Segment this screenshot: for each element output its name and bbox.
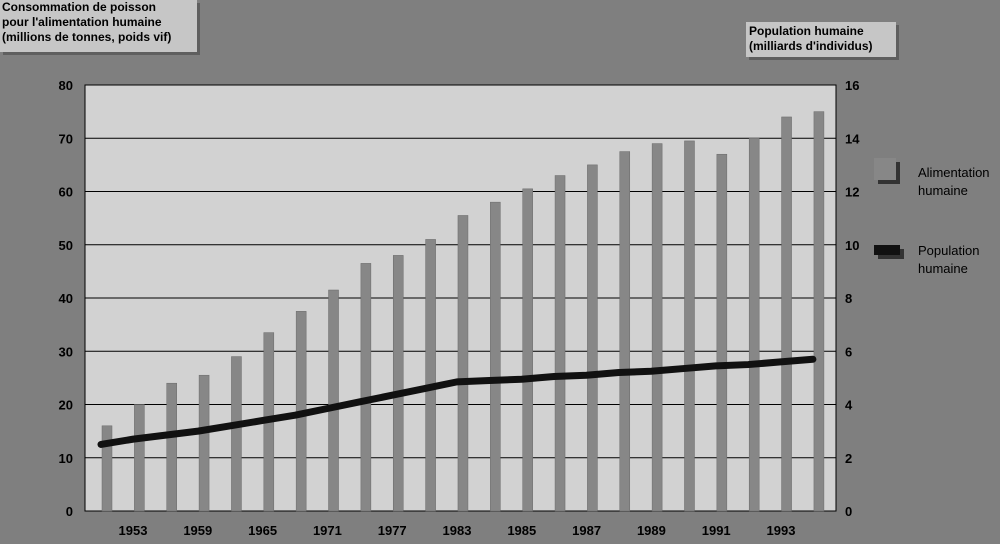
x-tick-label: 1987	[572, 523, 601, 538]
legend-line-label-line-1: Population	[918, 243, 979, 258]
legend-item-line: Population humaine	[874, 243, 979, 276]
left-tick-label: 20	[59, 398, 73, 413]
left-tick-label: 40	[59, 291, 73, 306]
left-tick-label: 10	[59, 451, 73, 466]
axis-ticks: 0 10 20 30 40 50 60 70 80 0 2 4 6 8 10 12 14 16 1953 1959 19…	[59, 78, 861, 538]
bar	[134, 404, 145, 512]
x-tick-label: 1993	[767, 523, 796, 538]
legend-line-label-line-2: humaine	[918, 261, 968, 276]
bar	[360, 263, 372, 512]
x-tick-label: 1959	[183, 523, 212, 538]
legend-bar-label-line-2: humaine	[918, 183, 968, 198]
x-tick-label: 1965	[248, 523, 277, 538]
bar	[328, 289, 339, 512]
x-tick-label: 1971	[313, 523, 342, 538]
bar	[619, 151, 631, 512]
line-series	[97, 355, 817, 448]
bar	[392, 255, 404, 512]
right-axis-title: Population humaine (milliards d'individu…	[746, 22, 896, 57]
left-tick-label: 70	[59, 131, 73, 146]
left-tick-label: 60	[59, 185, 73, 200]
right-tick-label: 6	[845, 344, 852, 359]
right-tick-label: 10	[845, 238, 859, 253]
left-axis-title-line-2: pour l'alimentation humaine	[2, 15, 162, 29]
bar	[554, 175, 566, 512]
x-tick-label: 1985	[507, 523, 536, 538]
right-axis-title-line-1: Population humaine	[749, 24, 864, 38]
bar	[587, 164, 598, 512]
left-axis-title: Consommation de poisson pour l'alimentat…	[0, 0, 197, 52]
population-line	[97, 355, 817, 448]
right-tick-label: 14	[845, 131, 860, 146]
bar	[813, 111, 825, 512]
legend-line-swatch	[874, 245, 900, 255]
legend-bar-swatch	[874, 158, 896, 180]
left-axis-title-line-1: Consommation de poisson	[2, 0, 157, 14]
right-tick-label: 8	[845, 291, 852, 306]
left-axis-title-line-3: (millions de tonnes, poids vif)	[2, 30, 172, 44]
right-tick-label: 0	[845, 504, 852, 519]
bar	[457, 215, 469, 512]
right-tick-label: 12	[845, 185, 859, 200]
bar	[716, 153, 728, 512]
bar	[748, 138, 760, 512]
x-tick-label: 1989	[637, 523, 666, 538]
x-tick-label: 1977	[378, 523, 407, 538]
left-tick-label: 50	[59, 238, 73, 253]
legend-item-bar: Alimentation humaine	[874, 158, 990, 198]
legend-bar-label-line-1: Alimentation	[918, 165, 990, 180]
bar	[781, 116, 792, 512]
right-axis-title-line-2: (milliards d'individus)	[749, 39, 873, 53]
bar	[651, 143, 663, 512]
right-tick-label: 4	[845, 398, 853, 413]
bar	[166, 382, 177, 512]
bar	[198, 374, 210, 512]
x-tick-label: 1991	[702, 523, 731, 538]
bar	[684, 140, 695, 512]
bar	[522, 188, 533, 512]
right-tick-label: 2	[845, 451, 852, 466]
bar	[425, 239, 436, 512]
left-tick-label: 30	[59, 344, 73, 359]
legend: Alimentation humaine Population humaine	[874, 158, 990, 276]
x-tick-label: 1983	[443, 523, 472, 538]
bar	[490, 201, 501, 512]
left-tick-label: 80	[59, 78, 73, 93]
bar-series	[101, 111, 825, 512]
x-tick-label: 1953	[119, 523, 148, 538]
right-tick-label: 16	[845, 78, 859, 93]
bar	[101, 425, 113, 512]
left-tick-label: 0	[66, 504, 73, 519]
bar	[231, 356, 242, 512]
